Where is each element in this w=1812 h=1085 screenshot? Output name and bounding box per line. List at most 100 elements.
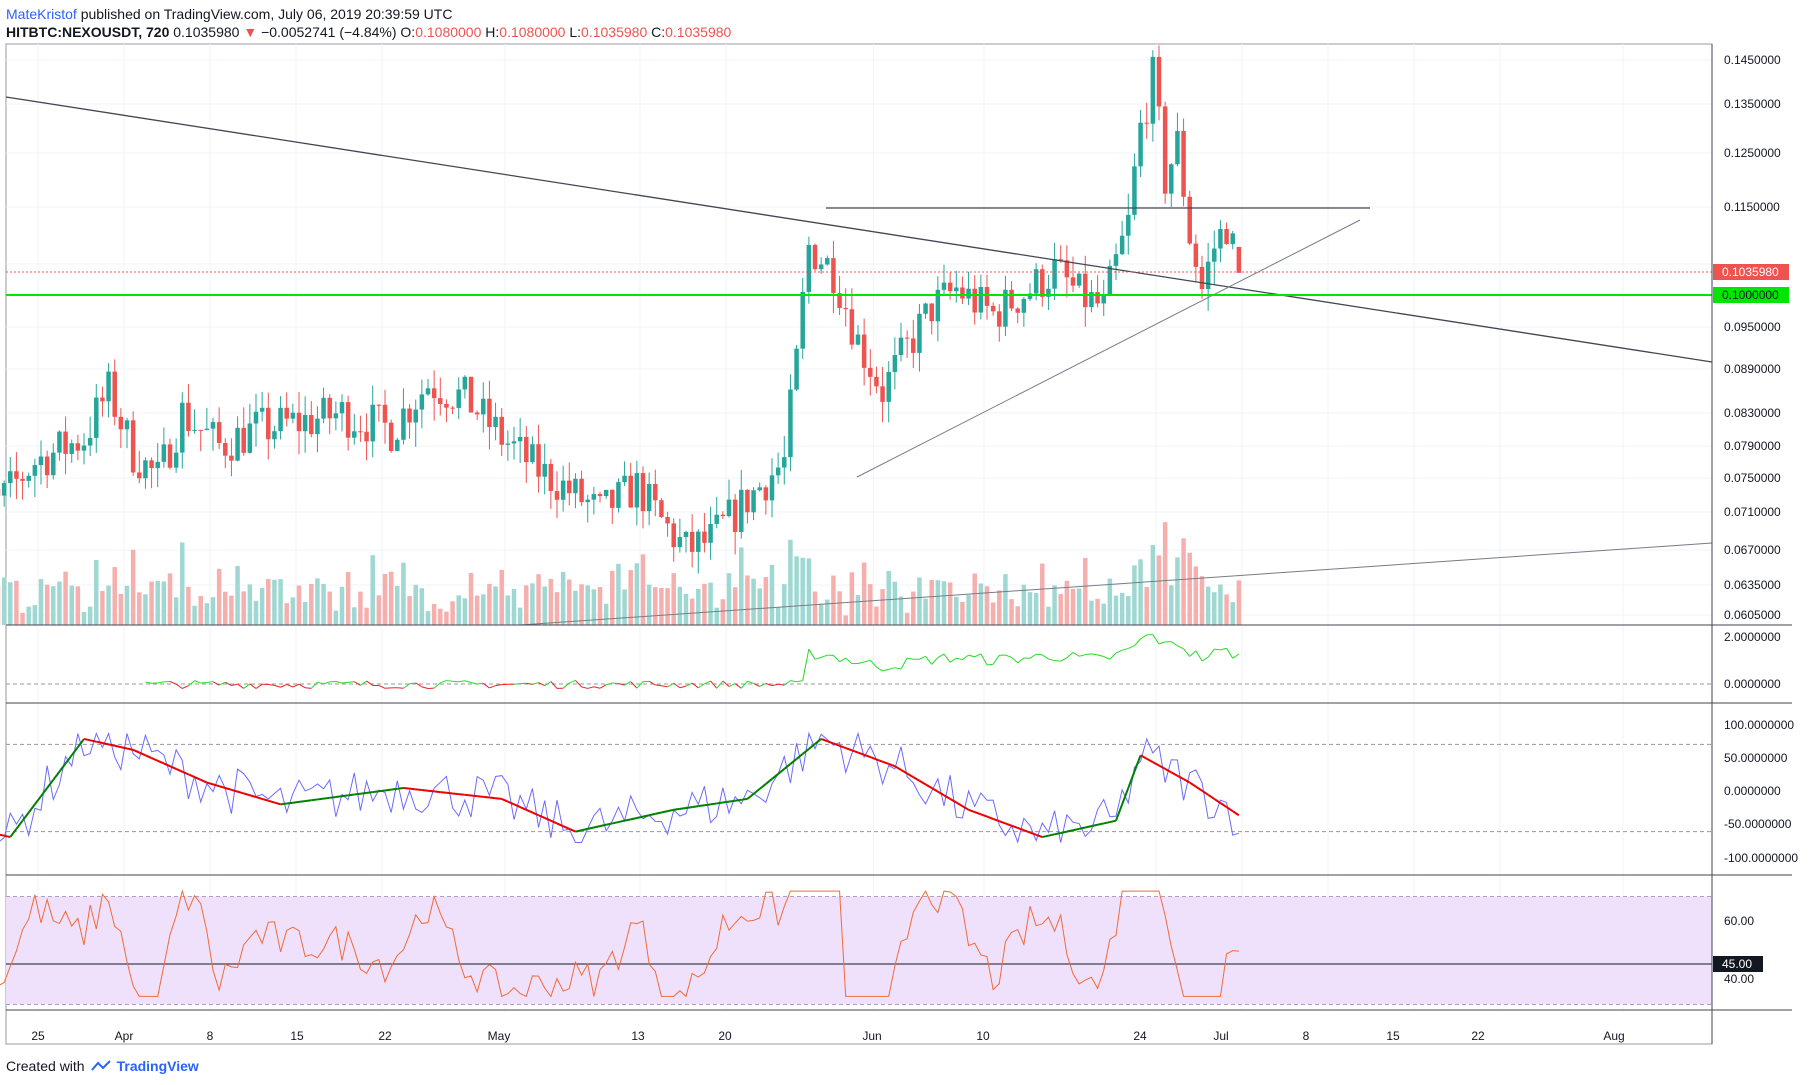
osc1-segment <box>581 686 588 689</box>
author-link[interactable]: MateKristof <box>6 6 77 22</box>
stoch-d-segment <box>378 789 386 793</box>
candle-up <box>481 398 486 415</box>
open-value: 0.1080000 <box>415 24 482 40</box>
price-tick-label: 0.1250000 <box>1724 146 1781 160</box>
trend-lines[interactable] <box>5 96 1713 626</box>
osc1-segment <box>335 680 343 684</box>
osc1-segment <box>673 682 681 689</box>
stoch-d-segment <box>298 800 306 803</box>
volume-bar <box>579 584 584 625</box>
stoch-d-segment <box>624 818 631 822</box>
volume-bar <box>603 603 609 625</box>
stoch-d-segment <box>961 805 970 811</box>
osc1-segment <box>562 682 570 689</box>
stoch-d-segment <box>200 778 208 784</box>
stoch-d-segment <box>667 808 674 813</box>
stoch-d-segment <box>820 738 828 743</box>
stoch-d-segment <box>9 828 18 838</box>
stoch-d-segment <box>814 738 822 745</box>
candle-up <box>210 422 216 429</box>
volume-bar <box>671 573 676 625</box>
volume-bar <box>548 579 554 625</box>
stoch-d-segment <box>483 795 490 799</box>
stoch-d-segment <box>114 744 122 749</box>
volume-bar <box>573 590 578 625</box>
candle-down <box>1156 56 1162 107</box>
candle-down <box>984 286 990 306</box>
osc1-segment <box>894 667 902 670</box>
osc1-segment <box>274 684 281 688</box>
osc1-segment <box>765 683 773 687</box>
osc1-segment <box>648 680 656 686</box>
candle-down <box>947 282 953 292</box>
stoch-d-segment <box>329 796 336 799</box>
stoch-d-segment <box>268 799 275 804</box>
volume-bar <box>653 587 658 625</box>
time-tick-label: 13 <box>631 1029 645 1043</box>
candle-up <box>253 411 259 424</box>
osc1-segment <box>956 657 963 661</box>
volume-bar <box>616 563 621 625</box>
candle-up <box>180 402 185 453</box>
volume-bar <box>1046 606 1051 625</box>
stoch-d-segment <box>286 801 293 805</box>
osc1-segment <box>477 682 484 685</box>
candle-down <box>149 460 154 469</box>
candle-down <box>20 478 25 481</box>
osc1-segment <box>1128 645 1135 649</box>
stoch-d-segment <box>980 813 988 818</box>
candle-up <box>38 456 44 466</box>
price-tick-label: 0.0830000 <box>1724 406 1781 420</box>
candle-up <box>235 427 240 461</box>
osc1-segment <box>1005 654 1012 658</box>
stoch-d-segment <box>519 806 527 811</box>
volume-bar <box>947 582 953 625</box>
candle-down <box>567 480 572 494</box>
stoch-d-segment <box>1226 806 1234 812</box>
stoch-d-segment <box>391 787 398 791</box>
volume-bar <box>38 579 44 625</box>
candle-up <box>143 460 148 479</box>
candle-down <box>1236 246 1242 273</box>
tradingview-link[interactable]: TradingView <box>116 1058 199 1074</box>
publish-info: MateKristof published on TradingView.com… <box>6 6 452 22</box>
volume-bar <box>935 580 941 625</box>
price-tick-label: 0.1350000 <box>1724 97 1781 111</box>
stoch-d-segment <box>612 821 619 825</box>
volume-bar <box>302 602 308 625</box>
volume-bar <box>315 578 320 625</box>
stoch-d-segment <box>949 798 957 804</box>
osc1-segment <box>1226 648 1234 659</box>
stoch-d-segment <box>704 803 711 807</box>
volume-bar <box>702 583 707 625</box>
stoch-d-segment <box>931 787 939 793</box>
stoch-d-segment <box>839 744 847 749</box>
osc1-segment <box>1134 638 1141 647</box>
volume-bar <box>395 586 400 625</box>
osc1-segment <box>243 683 251 689</box>
candle-up <box>1205 261 1211 290</box>
candle-down <box>431 388 437 399</box>
osc1-segment <box>1066 652 1074 659</box>
volume-bar <box>112 567 117 625</box>
candle-up <box>413 409 418 423</box>
volume-bar <box>63 571 68 625</box>
volume-bar <box>1236 580 1242 625</box>
candle-up <box>1218 228 1223 249</box>
volume-bar <box>364 607 369 625</box>
candlesticks[interactable] <box>0 45 1242 574</box>
rsi-tick-label: 40.00 <box>1724 972 1754 986</box>
osc1-segment <box>1017 657 1025 664</box>
volume-bar <box>1021 584 1027 625</box>
symbol-label[interactable]: HITBTC:NEXOUSDT, 720 <box>6 24 170 40</box>
osc1-segment <box>255 683 263 689</box>
osc1-segment <box>771 683 779 687</box>
osc1-segment <box>1152 634 1160 645</box>
osc1-segment <box>1079 654 1086 657</box>
candle-up <box>1113 254 1119 266</box>
volume-bar <box>450 601 455 625</box>
volume-bar <box>775 607 781 625</box>
volume-bar <box>923 598 928 625</box>
osc1-segment <box>194 680 201 684</box>
